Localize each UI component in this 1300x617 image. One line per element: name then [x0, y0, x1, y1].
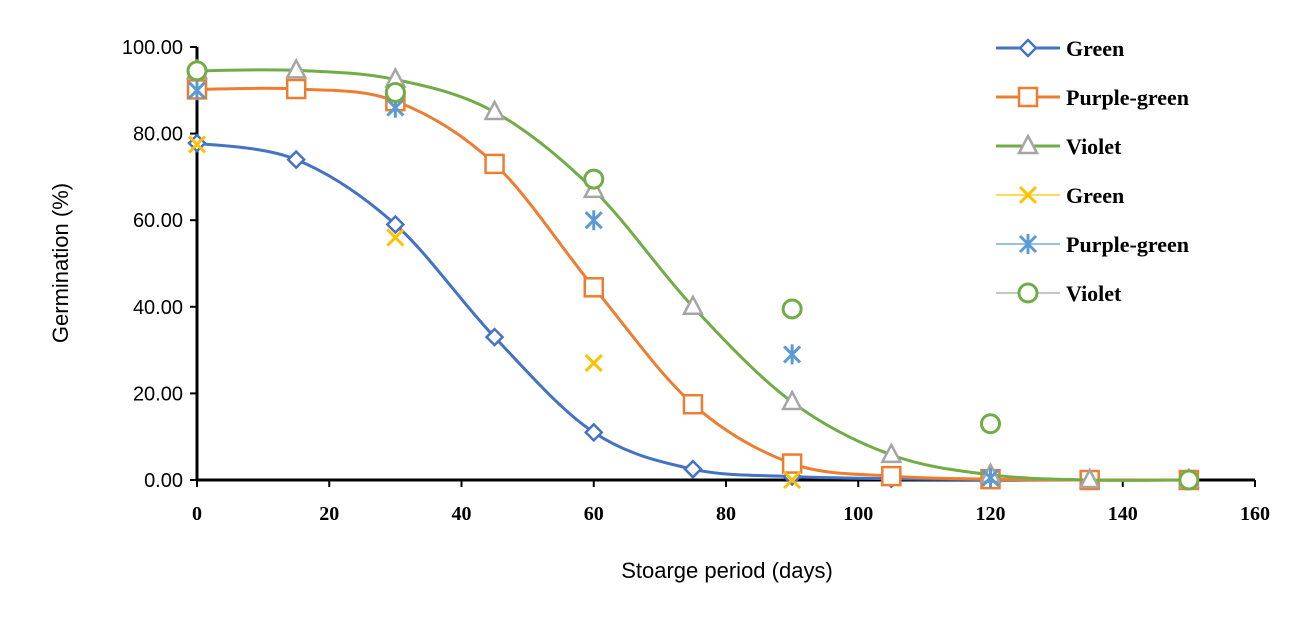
data-point: [187, 80, 207, 101]
data-point: [681, 294, 705, 316]
x-tick-label: 40: [452, 503, 472, 525]
data-point: [1178, 469, 1200, 491]
legend-marker: [1018, 38, 1038, 58]
x-tick-label: 140: [1108, 503, 1138, 525]
data-point: [483, 99, 506, 121]
legend-label: Violet: [1066, 281, 1122, 306]
data-point: [881, 465, 902, 487]
legend-label: Purple-green: [1066, 85, 1189, 110]
x-tick-label: 0: [192, 503, 202, 525]
x-tick-label: 120: [976, 503, 1006, 525]
data-point: [385, 214, 406, 235]
data-point: [285, 78, 307, 100]
legend-marker: [1017, 282, 1039, 304]
x-axis-title: Stoarge period (days): [621, 558, 833, 583]
data-point: [186, 60, 208, 82]
data-point: [384, 81, 406, 103]
legend-marker: [1017, 86, 1039, 108]
x-tick-label: 60: [584, 503, 604, 525]
data-point: [1078, 467, 1101, 489]
data-point: [583, 422, 604, 443]
data-point: [583, 168, 605, 190]
x-tick-label: 100: [843, 503, 873, 525]
legend-label: Green: [1066, 36, 1124, 61]
series-line: [196, 86, 1189, 482]
legend-item: Violet: [996, 133, 1122, 159]
legend-label: Purple-green: [1066, 232, 1189, 257]
data-point: [187, 135, 207, 154]
legend-item: Purple-green: [996, 85, 1189, 110]
legend-label: Violet: [1066, 134, 1122, 159]
legend-marker: [1018, 185, 1038, 205]
x-tick-label: 80: [716, 503, 736, 525]
data-point: [584, 354, 603, 373]
series-1-purple-green: [186, 78, 1200, 491]
data-point: [682, 393, 704, 415]
legend-marker: [1018, 234, 1038, 254]
y-tick-label: 60.00: [133, 210, 183, 232]
y-tick-label: 80.00: [133, 124, 183, 146]
data-point: [783, 470, 802, 490]
series-2-violet: [185, 57, 1200, 489]
legend-item: Purple-green: [996, 232, 1189, 257]
y-tick-label: 40.00: [133, 297, 183, 319]
data-point: [584, 210, 603, 231]
data-point: [484, 153, 505, 175]
series-line: [196, 68, 1189, 482]
data-point: [285, 57, 308, 79]
x-tick-label: 160: [1240, 503, 1270, 525]
data-point: [981, 467, 1000, 488]
legend-item: Green: [996, 183, 1124, 208]
series-5-violet: [186, 60, 1200, 491]
y-tick-label: 0.00: [144, 470, 183, 492]
data-point: [781, 453, 803, 474]
data-point: [781, 298, 803, 320]
data-point: [783, 344, 802, 365]
data-point: [484, 327, 505, 347]
y-tick-label: 20.00: [133, 383, 183, 405]
legend-label: Green: [1066, 183, 1124, 208]
data-point: [683, 459, 703, 479]
y-tick-label: 100.00: [122, 37, 183, 59]
data-point: [980, 413, 1001, 435]
series-3-green: [187, 135, 802, 490]
y-axis-title: Germination (%): [48, 183, 73, 343]
data-point: [583, 277, 604, 298]
legend-item: Green: [996, 36, 1124, 61]
legend-marker: [1016, 133, 1040, 155]
data-point: [781, 389, 804, 411]
axes: 0.00 20.00 40.00 60.00 80.00 100.00 0 20 40 60 80 1…: [122, 37, 1270, 525]
data-point: [386, 228, 405, 247]
x-tick-label: 20: [319, 503, 339, 525]
series-4-purple-green: [187, 80, 1000, 488]
legend: Green Purple-green Violet Green Purple-green…: [996, 36, 1189, 306]
legend-item: Violet: [996, 281, 1122, 306]
series-layer: [185, 57, 1200, 491]
data-point: [880, 442, 903, 464]
data-point: [286, 149, 306, 170]
